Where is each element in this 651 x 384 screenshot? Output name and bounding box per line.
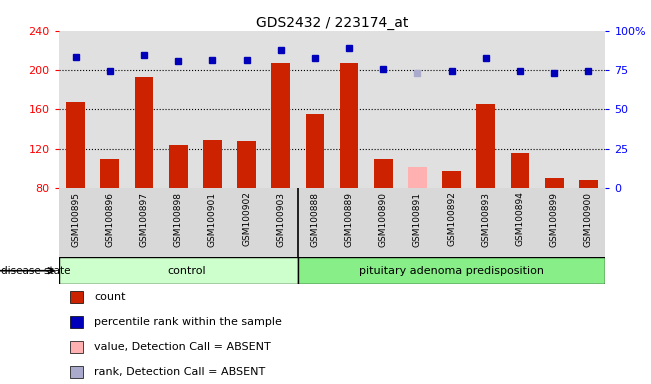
Bar xyxy=(161,188,195,257)
Bar xyxy=(127,188,161,257)
Bar xyxy=(305,114,324,188)
Text: GSM100898: GSM100898 xyxy=(174,192,183,247)
Text: pituitary adenoma predisposition: pituitary adenoma predisposition xyxy=(359,266,544,276)
Text: disease state: disease state xyxy=(1,266,70,276)
Bar xyxy=(271,63,290,188)
Bar xyxy=(366,188,400,257)
Bar xyxy=(70,316,83,328)
Text: GSM100891: GSM100891 xyxy=(413,192,422,247)
Bar xyxy=(408,167,427,188)
Text: GSM100890: GSM100890 xyxy=(379,192,388,247)
Bar xyxy=(70,366,83,377)
Bar xyxy=(503,188,537,257)
Bar xyxy=(435,188,469,257)
Bar xyxy=(237,141,256,188)
Bar xyxy=(469,188,503,257)
Bar xyxy=(59,188,92,257)
Text: GSM100895: GSM100895 xyxy=(71,192,80,247)
Bar xyxy=(477,104,495,188)
Text: GSM100901: GSM100901 xyxy=(208,192,217,247)
Bar xyxy=(135,77,154,188)
Text: value, Detection Call = ABSENT: value, Detection Call = ABSENT xyxy=(94,341,271,352)
Text: percentile rank within the sample: percentile rank within the sample xyxy=(94,316,282,327)
Bar xyxy=(59,257,298,284)
Bar xyxy=(332,188,366,257)
Text: GSM100889: GSM100889 xyxy=(344,192,353,247)
Text: rank, Detection Call = ABSENT: rank, Detection Call = ABSENT xyxy=(94,366,266,377)
Bar xyxy=(537,188,572,257)
Bar xyxy=(66,101,85,188)
Bar xyxy=(100,159,119,188)
Text: GSM100897: GSM100897 xyxy=(139,192,148,247)
Text: GSM100899: GSM100899 xyxy=(549,192,559,247)
Bar xyxy=(195,188,230,257)
Bar xyxy=(572,188,605,257)
Bar xyxy=(230,188,264,257)
Bar xyxy=(92,188,127,257)
Text: control: control xyxy=(167,266,206,276)
Text: GSM100903: GSM100903 xyxy=(276,192,285,247)
Bar xyxy=(298,188,332,257)
Text: count: count xyxy=(94,291,126,302)
Title: GDS2432 / 223174_at: GDS2432 / 223174_at xyxy=(256,16,408,30)
Bar xyxy=(400,188,435,257)
Text: GSM100900: GSM100900 xyxy=(584,192,593,247)
Bar xyxy=(298,257,605,284)
Bar xyxy=(545,178,564,188)
Text: GSM100896: GSM100896 xyxy=(105,192,115,247)
Bar xyxy=(70,291,83,303)
Bar xyxy=(510,153,529,188)
Text: GSM100892: GSM100892 xyxy=(447,192,456,247)
Text: GSM100888: GSM100888 xyxy=(311,192,320,247)
Text: GSM100894: GSM100894 xyxy=(516,192,525,247)
Bar xyxy=(442,171,461,188)
Bar xyxy=(169,145,187,188)
Text: GSM100893: GSM100893 xyxy=(481,192,490,247)
Text: GSM100902: GSM100902 xyxy=(242,192,251,247)
Bar xyxy=(374,159,393,188)
Bar xyxy=(579,180,598,188)
Bar xyxy=(264,188,298,257)
Bar xyxy=(70,341,83,353)
Bar xyxy=(340,63,359,188)
Bar xyxy=(203,140,222,188)
